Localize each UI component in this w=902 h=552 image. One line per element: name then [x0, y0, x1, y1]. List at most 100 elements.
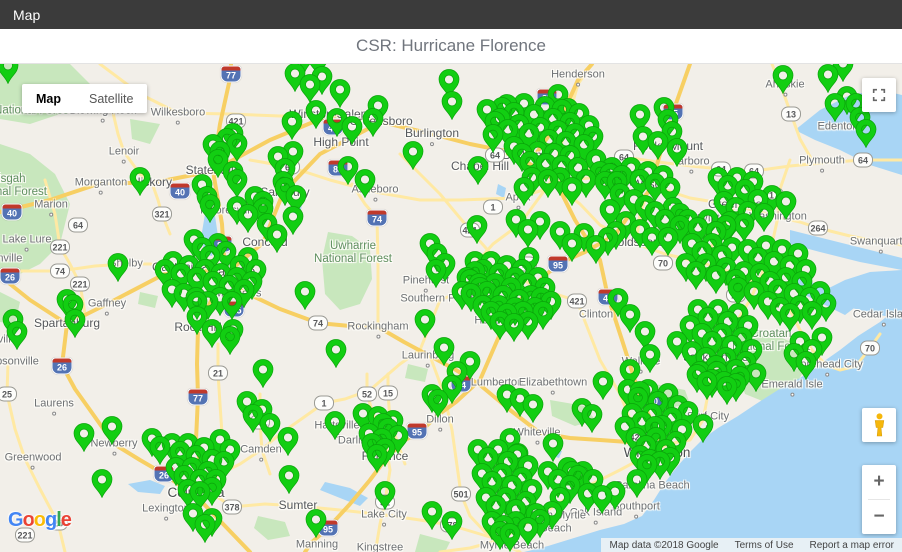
- map-marker[interactable]: [259, 413, 281, 442]
- terms-of-use-link[interactable]: Terms of Use: [734, 539, 794, 551]
- map-marker[interactable]: [666, 331, 688, 360]
- map-marker[interactable]: [366, 444, 388, 473]
- map-marker[interactable]: [129, 167, 151, 196]
- map-marker[interactable]: [696, 371, 718, 400]
- map-marker[interactable]: [499, 523, 521, 552]
- map-marker[interactable]: [441, 511, 463, 540]
- map-marker[interactable]: [467, 156, 489, 185]
- zoom-in-button[interactable]: +: [873, 471, 885, 492]
- map-marker[interactable]: [657, 227, 679, 256]
- map-marker[interactable]: [201, 319, 223, 348]
- map-marker[interactable]: [226, 133, 248, 162]
- map-marker[interactable]: [0, 64, 19, 84]
- map-marker[interactable]: [278, 465, 300, 494]
- map-marker[interactable]: [414, 309, 436, 338]
- map-marker[interactable]: [402, 141, 424, 170]
- map-marker[interactable]: [542, 433, 564, 462]
- map-marker[interactable]: [459, 351, 481, 380]
- map-marker[interactable]: [692, 414, 714, 443]
- map-marker[interactable]: [374, 481, 396, 510]
- menu-item-map[interactable]: Map: [13, 6, 41, 23]
- map-marker[interactable]: [779, 303, 801, 332]
- map-marker[interactable]: [441, 91, 463, 120]
- map-marker[interactable]: [549, 221, 571, 250]
- map-marker[interactable]: [62, 294, 84, 323]
- map-marker[interactable]: [716, 376, 738, 405]
- map-marker[interactable]: [639, 344, 661, 373]
- map-marker[interactable]: [281, 111, 303, 140]
- map-marker[interactable]: [107, 253, 129, 282]
- map-marker[interactable]: [559, 475, 581, 504]
- fullscreen-button[interactable]: [862, 78, 896, 112]
- map-marker[interactable]: [561, 233, 583, 262]
- map-marker[interactable]: [194, 514, 216, 543]
- map-type-button-satellite[interactable]: Satellite: [89, 91, 134, 106]
- map-marker[interactable]: [91, 469, 113, 498]
- map-marker[interactable]: [266, 224, 288, 253]
- map-marker[interactable]: [325, 339, 347, 368]
- map-marker[interactable]: [592, 371, 614, 400]
- map-marker[interactable]: [482, 124, 504, 153]
- map-marker[interactable]: [421, 501, 443, 530]
- map-marker[interactable]: [277, 427, 299, 456]
- map-marker[interactable]: [811, 327, 833, 356]
- map-marker[interactable]: [207, 149, 229, 178]
- map-marker[interactable]: [619, 359, 641, 388]
- map-marker[interactable]: [341, 116, 363, 145]
- map-marker[interactable]: [441, 375, 463, 404]
- google-logo[interactable]: Google: [8, 509, 72, 532]
- map-marker[interactable]: [561, 177, 583, 206]
- map-marker[interactable]: [532, 301, 554, 330]
- map-marker[interactable]: [685, 261, 707, 290]
- map-marker[interactable]: [252, 359, 274, 388]
- map-marker[interactable]: [817, 64, 839, 93]
- map-marker[interactable]: [324, 411, 346, 440]
- map-marker[interactable]: [795, 351, 817, 380]
- map-marker[interactable]: [305, 509, 327, 538]
- map-marker[interactable]: [466, 215, 488, 244]
- map-marker[interactable]: [282, 206, 304, 235]
- map-marker[interactable]: [647, 131, 669, 160]
- map-marker[interactable]: [425, 259, 447, 288]
- map-marker[interactable]: [705, 265, 727, 294]
- map-marker[interactable]: [537, 169, 559, 198]
- map-canvas[interactable]: National ForestBlowing RockWilkesboroPis…: [0, 64, 902, 552]
- map-marker[interactable]: [354, 169, 376, 198]
- map-marker[interactable]: [101, 416, 123, 445]
- map-marker[interactable]: [186, 291, 208, 320]
- zoom-out-button[interactable]: −: [873, 506, 885, 527]
- map-marker[interactable]: [832, 64, 854, 82]
- map-marker[interactable]: [221, 291, 243, 320]
- map-marker[interactable]: [743, 281, 765, 310]
- map-marker[interactable]: [199, 194, 221, 223]
- map-marker[interactable]: [329, 79, 351, 108]
- map-marker[interactable]: [427, 389, 449, 418]
- map-marker[interactable]: [233, 279, 255, 308]
- map-marker[interactable]: [362, 108, 384, 137]
- map-marker[interactable]: [636, 454, 658, 483]
- map-marker[interactable]: [772, 65, 794, 94]
- map-marker[interactable]: [659, 177, 681, 206]
- map-marker[interactable]: [64, 309, 86, 338]
- map-marker[interactable]: [186, 306, 208, 335]
- map-marker[interactable]: [460, 283, 482, 312]
- map-marker[interactable]: [522, 394, 544, 423]
- map-marker[interactable]: [581, 404, 603, 433]
- map-marker[interactable]: [242, 404, 264, 433]
- map-marker[interactable]: [219, 326, 241, 355]
- map-marker[interactable]: [149, 436, 171, 465]
- map-type-button-map[interactable]: Map: [36, 91, 61, 106]
- map-marker[interactable]: [855, 119, 877, 148]
- map-marker[interactable]: [284, 64, 306, 92]
- map-marker[interactable]: [337, 156, 359, 185]
- map-marker[interactable]: [433, 337, 455, 366]
- map-marker[interactable]: [591, 485, 613, 514]
- map-marker[interactable]: [237, 204, 259, 233]
- map-marker[interactable]: [585, 235, 607, 264]
- map-marker[interactable]: [626, 469, 648, 498]
- map-marker[interactable]: [753, 203, 775, 232]
- map-marker[interactable]: [619, 304, 641, 333]
- map-marker[interactable]: [614, 416, 636, 445]
- report-map-error-link[interactable]: Report a map error: [809, 539, 894, 551]
- street-view-pegman-button[interactable]: [862, 408, 896, 442]
